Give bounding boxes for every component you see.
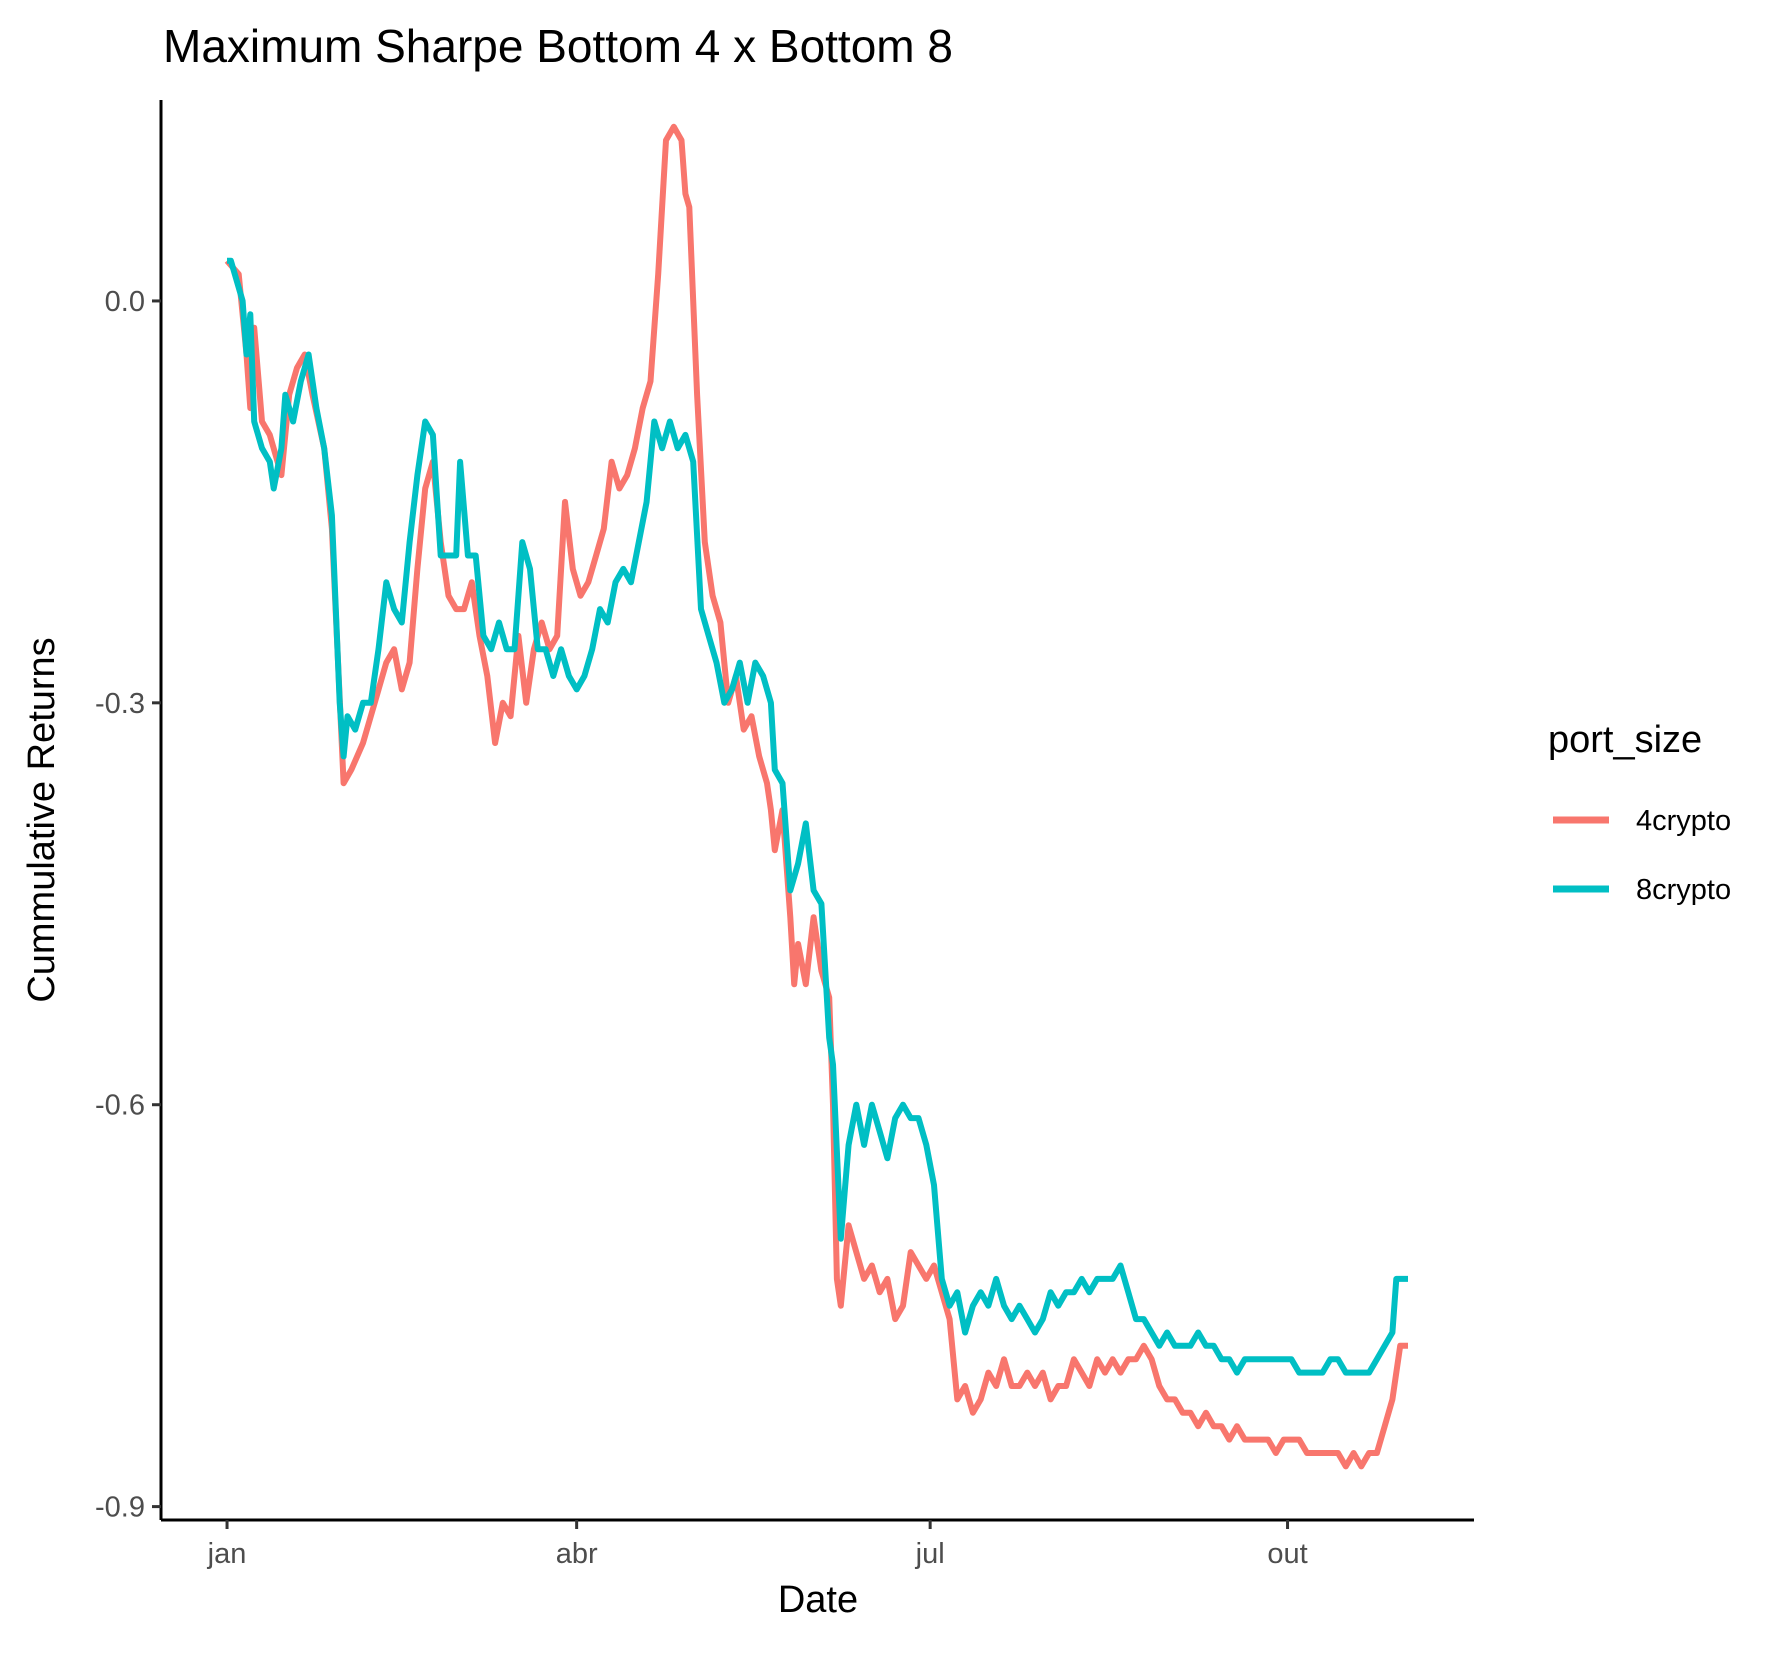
legend: port_size 4crypto 8crypto [1548, 719, 1731, 906]
y-tick-label: -0.6 [95, 1090, 145, 1122]
x-tick-label: out [1267, 1538, 1307, 1570]
chart-title: Maximum Sharpe Bottom 4 x Bottom 8 [163, 20, 953, 72]
series-line-4crypto [224, 123, 1408, 1470]
x-tick-label: jul [915, 1538, 945, 1570]
y-axis-title: Cummulative Returns [21, 637, 63, 1002]
y-tick-label: -0.3 [95, 688, 145, 720]
x-tick-label: abr [556, 1538, 598, 1570]
x-tick-label: jan [207, 1538, 247, 1570]
legend-title: port_size [1548, 719, 1702, 761]
legend-label-4crypto: 4crypto [1636, 805, 1731, 837]
y-tick-label: 0.0 [105, 286, 145, 318]
legend-items: 4crypto 8crypto [1553, 805, 1731, 906]
x-axis-title: Date [778, 1579, 858, 1621]
plot-area: 0.0 -0.3 -0.6 -0.9 jan abr jul out [95, 100, 1474, 1570]
series-layer [224, 123, 1408, 1470]
x-axis-ticks: jan abr jul out [207, 1520, 1308, 1570]
legend-label-8crypto: 8crypto [1636, 874, 1731, 906]
y-axis-ticks: 0.0 -0.3 -0.6 -0.9 [95, 286, 161, 1524]
y-tick-label: -0.9 [95, 1492, 145, 1524]
series-line-8crypto [227, 257, 1408, 1376]
